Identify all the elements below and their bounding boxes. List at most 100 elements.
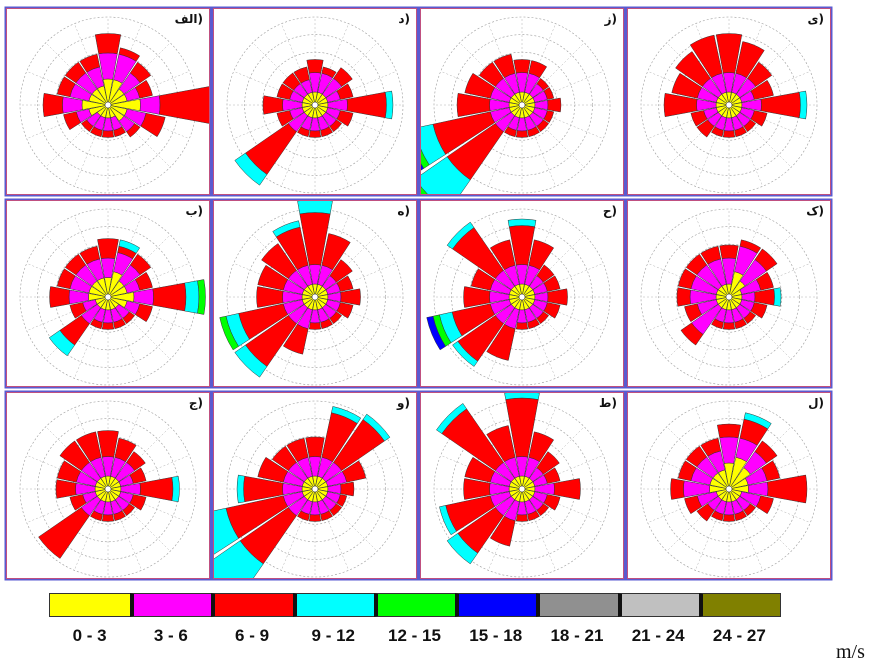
legend-label: 3 - 6 [153, 626, 188, 645]
grid-spoke [728, 488, 763, 571]
wedge-nw-bin-3 [446, 221, 475, 250]
wind-rose-chart [219, 201, 404, 386]
wedge-nne-bin-2 [528, 239, 555, 271]
wedge-ese-bin-2 [543, 494, 561, 511]
panel-label: (ح [602, 204, 617, 218]
wedge-nw-bin-2 [282, 72, 301, 91]
wind-rose-chart [640, 400, 818, 578]
wedge-ne-bin-2 [536, 77, 550, 91]
wedge-w-bin-3 [236, 474, 245, 504]
wedge-ese-bin-2 [755, 495, 774, 515]
wedge-wsw-bin-2 [684, 303, 703, 323]
panel-label: (ی [807, 12, 824, 26]
wedge-nnw-bin-2 [489, 239, 516, 271]
grid-spoke [521, 104, 585, 168]
legend-swatch [536, 593, 619, 617]
wedge-ese-bin-2 [750, 302, 768, 319]
legend-swatch [698, 593, 781, 617]
calm-center [104, 101, 112, 109]
wedge-wnw-bin-2 [677, 460, 697, 482]
wedge-nw-bin-2 [261, 243, 297, 279]
wedge-ne-bin-2 [747, 61, 773, 87]
wedge-ene-bin-2 [761, 460, 781, 482]
wedge-ene-bin-2 [755, 271, 774, 291]
wedge-se-bin-2 [536, 311, 550, 325]
wedge-ne-bin-2 [536, 264, 555, 283]
wedge-sw-bin-3 [214, 540, 264, 578]
grid-spoke [107, 426, 171, 490]
grid-spoke [107, 296, 171, 360]
wedge-s-bin-2 [308, 130, 322, 138]
grid-ring [433, 16, 611, 194]
grid-spoke [45, 104, 109, 168]
wedge-sse-bin-2 [527, 318, 540, 330]
wedge-ssw-bin-2 [486, 323, 516, 361]
wedge-sse-bin-2 [527, 510, 540, 522]
grid-spoke [281, 23, 316, 106]
legend-label: 21 - 24 [631, 626, 685, 645]
grid-spoke [314, 296, 378, 360]
wedge-e-bin-2 [547, 97, 562, 113]
grid-spoke [314, 296, 397, 331]
wedge-s-bin-2 [515, 514, 529, 522]
wedge-nw-bin-2 [685, 253, 708, 276]
wedge-e-bin-2 [547, 288, 568, 306]
wedge-s-bin-2 [515, 322, 529, 330]
unit-label: m/s [836, 641, 865, 663]
grid-spoke [314, 263, 397, 298]
calm-center [104, 485, 112, 493]
grid-spoke [728, 104, 763, 187]
grid-spoke [314, 296, 349, 379]
wedge-nnw-bin-2 [286, 437, 309, 463]
grid-spoke [728, 296, 763, 379]
legend-label: 6 - 9 [235, 626, 270, 645]
wedge-e-bin-2 [767, 474, 808, 504]
grid-spoke [233, 104, 316, 139]
grid-ring [433, 208, 611, 386]
wedge-wnw-bin-2 [257, 264, 289, 291]
wind-rose-panel: (ط [420, 392, 624, 579]
wedge-e-bin-1 [139, 95, 161, 115]
wedge-ene-bin-2 [341, 460, 367, 483]
calm-center [518, 293, 526, 301]
wedge-wsw-bin-2 [684, 495, 703, 515]
wedge-e-bin-2 [152, 282, 187, 312]
wedge-sse-bin-2 [113, 510, 126, 522]
wedge-wsw-bin-3 [214, 507, 239, 555]
wind-rose-panel: (د [213, 8, 417, 195]
wedge-s-bin-2 [722, 130, 736, 138]
grid-spoke [695, 296, 730, 379]
legend-swatch [49, 593, 132, 617]
panel-label: (الف [174, 12, 203, 26]
wedge-n-bin-3 [507, 218, 537, 227]
wind-rose-grid: (الف (د (ز (ی (ب (ه (ح (ک (ج (و (ط (ل [5, 7, 832, 584]
grid-spoke [45, 426, 109, 490]
wedge-w-bin-2 [463, 478, 491, 500]
wedge-sw-bin-3 [234, 344, 268, 378]
wedge-ese-bin-2 [543, 302, 561, 319]
wind-rose-panel: (و [213, 392, 417, 579]
grid-spoke [695, 488, 730, 571]
legend-label: 0 - 3 [72, 626, 107, 645]
legend-label: 12 - 15 [388, 626, 441, 645]
grid-spoke [666, 426, 730, 490]
grid-ring [451, 34, 593, 176]
wedge-w-bin-1 [62, 96, 83, 114]
wedge-sse-bin-2 [734, 510, 747, 522]
wind-rose-panel: (ه [213, 200, 417, 387]
wedge-wnw-bin-2 [56, 268, 76, 290]
grid-ring [19, 400, 197, 578]
wedge-ssw-bin-2 [90, 510, 103, 522]
wedge-w-bin-2 [676, 287, 691, 307]
wedge-se-bin-2 [743, 119, 757, 133]
wedge-nw-bin-2 [685, 445, 708, 468]
wedge-e-bin-3 [171, 475, 180, 503]
grid-spoke [488, 104, 523, 187]
wind-rose-chart [640, 208, 818, 386]
grid-spoke [666, 296, 730, 360]
wedge-ne-bin-2 [754, 440, 778, 464]
wedge-e-bin-1 [133, 288, 154, 306]
wedge-s-bin-2 [722, 322, 736, 330]
wedge-nne-bin-2 [114, 437, 137, 463]
wedge-sw-bin-3 [48, 329, 76, 357]
